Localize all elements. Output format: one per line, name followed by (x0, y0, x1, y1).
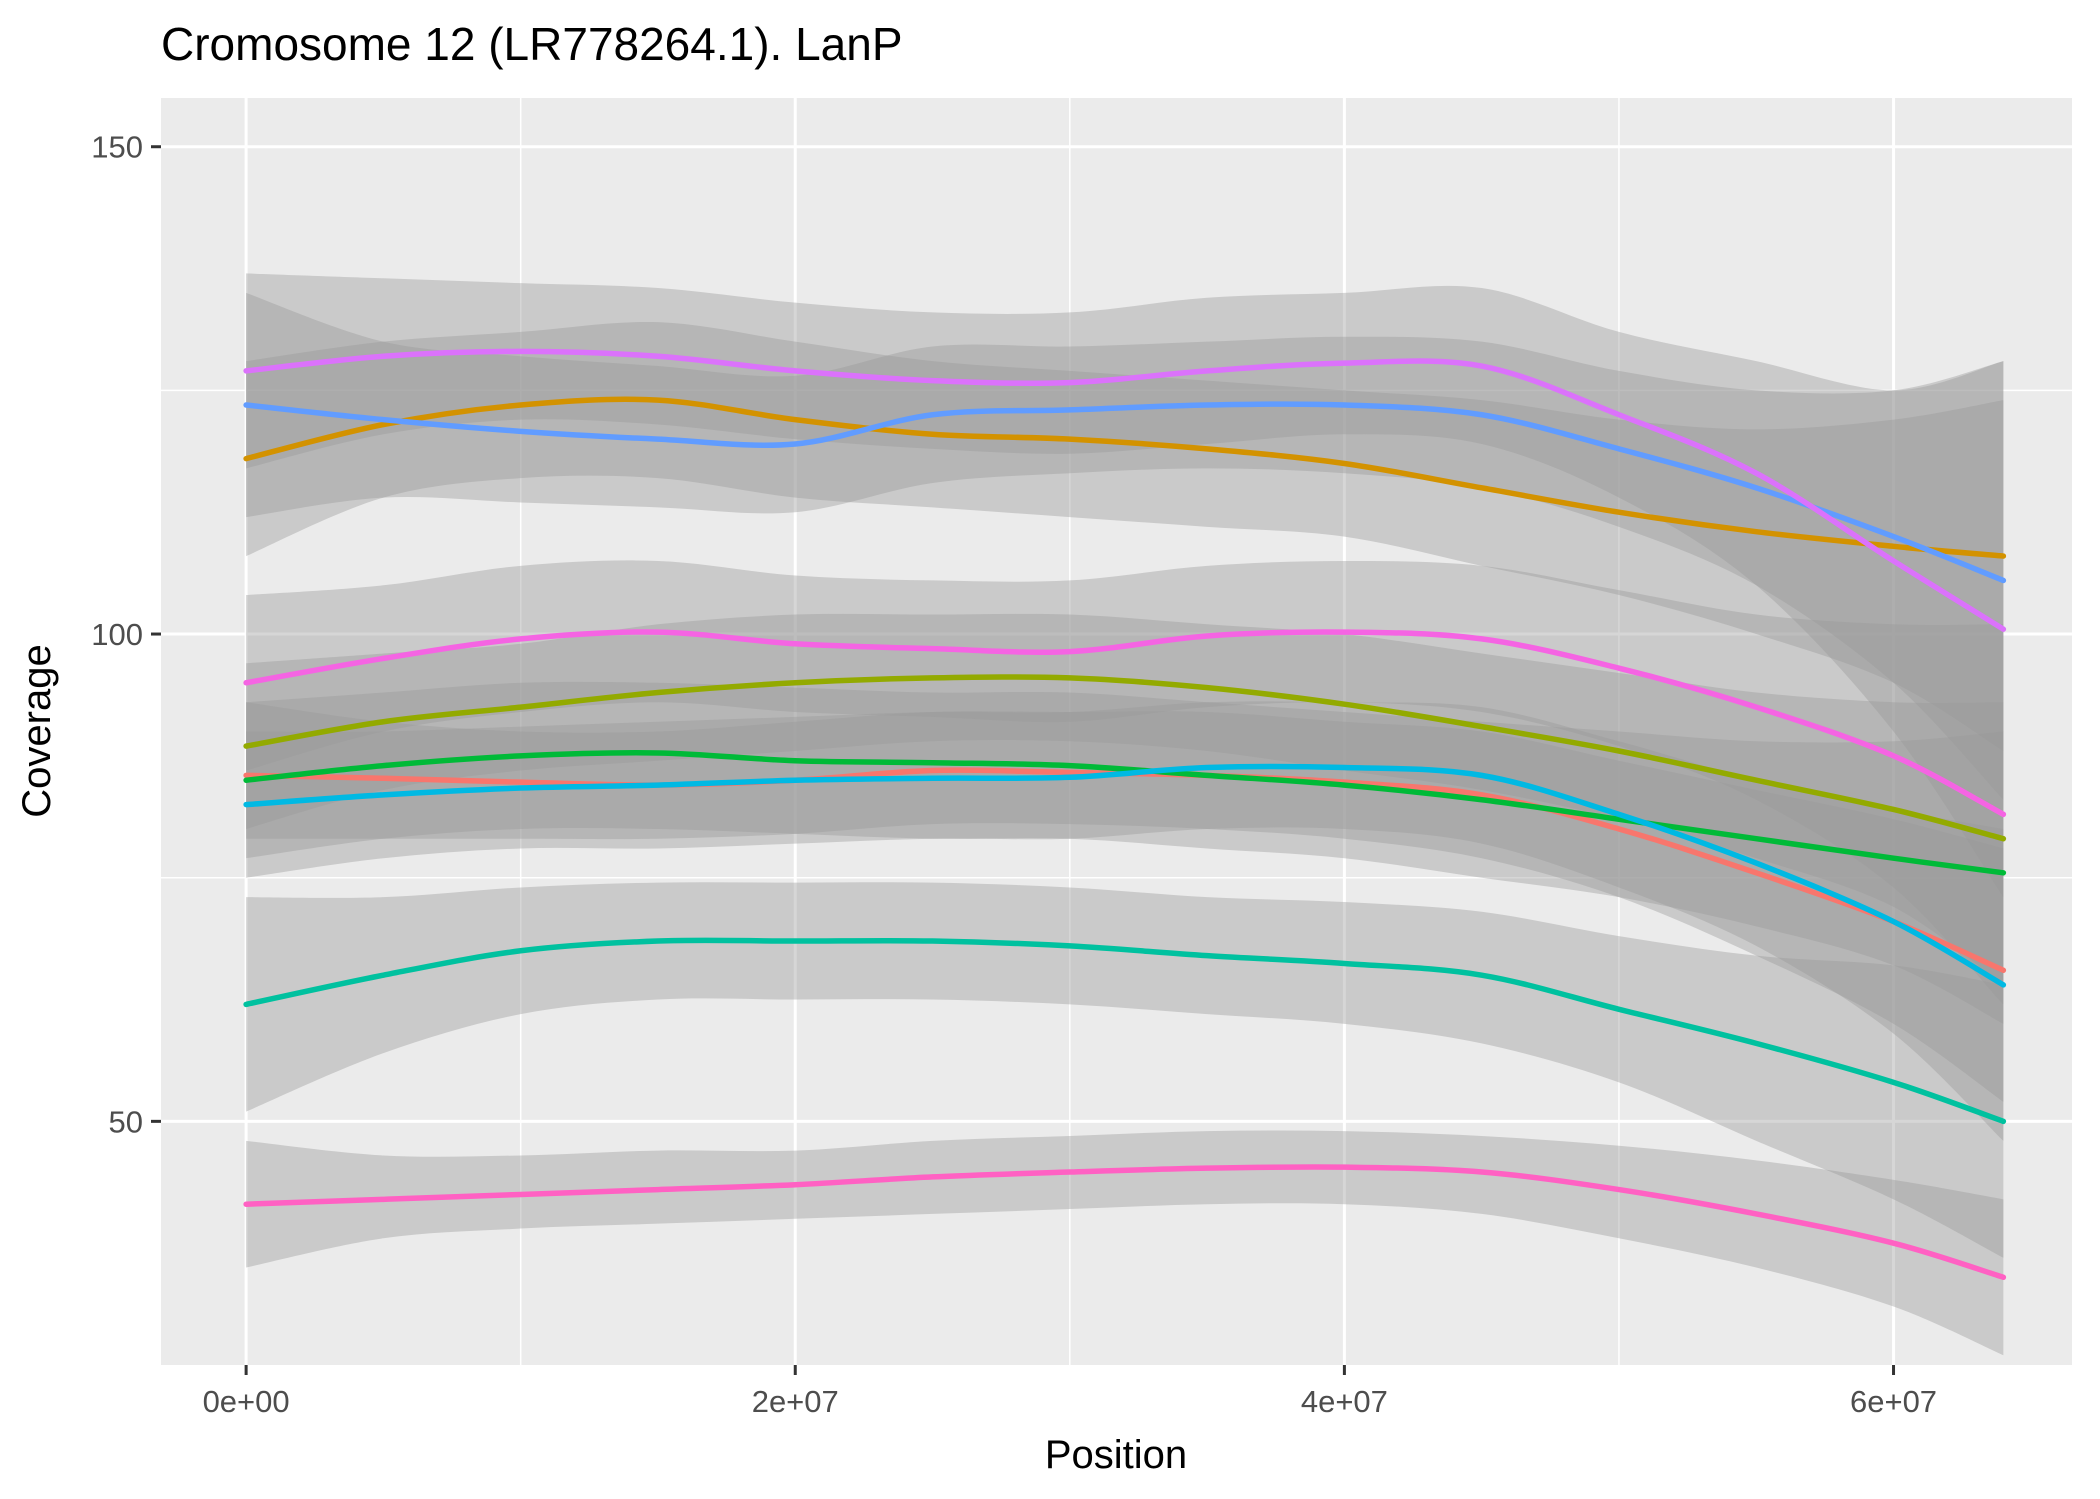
series-line-8 (243, 1164, 2007, 1281)
y-tick-label: 100 (91, 617, 143, 652)
x-tick-label: 4e+07 (1301, 1384, 1388, 1419)
x-tick-label: 6e+07 (1850, 1384, 1937, 1419)
series-line-9 (243, 629, 2007, 818)
chart-title: Cromosome 12 (LR778264.1). LanP (161, 18, 903, 70)
series-line-4 (243, 937, 2007, 1125)
ribbon-9 (246, 560, 2004, 1005)
series-lines (243, 348, 2007, 1281)
ribbon-0 (246, 702, 2004, 1102)
ribbon-2 (246, 613, 2004, 985)
series-line-6 (243, 401, 2007, 584)
ribbon-4 (246, 882, 2004, 1258)
series-line-1 (243, 396, 2007, 559)
series-line-2 (243, 674, 2007, 842)
x-tick-label: 0e+00 (203, 1384, 290, 1419)
x-axis-title: Position (1045, 1433, 1187, 1477)
ribbon-3 (246, 681, 2004, 1024)
ribbon-1 (246, 321, 2004, 751)
y-tick-label: 50 (109, 1104, 143, 1139)
axes: 0e+00 2e+07 4e+07 6e+07 50 100 150 (91, 130, 1937, 1419)
series-line-5 (243, 763, 2007, 988)
ribbon-7 (246, 273, 2004, 898)
series-line-7 (243, 348, 2007, 632)
series-line-3 (243, 749, 2007, 876)
ribbon-6 (246, 292, 2004, 800)
y-tick-label: 150 (91, 130, 143, 165)
plot-panel (161, 98, 2072, 1365)
x-tick-label: 2e+07 (752, 1384, 839, 1419)
y-axis-title: Coverage (15, 644, 59, 817)
grid-lines (161, 98, 2072, 1365)
